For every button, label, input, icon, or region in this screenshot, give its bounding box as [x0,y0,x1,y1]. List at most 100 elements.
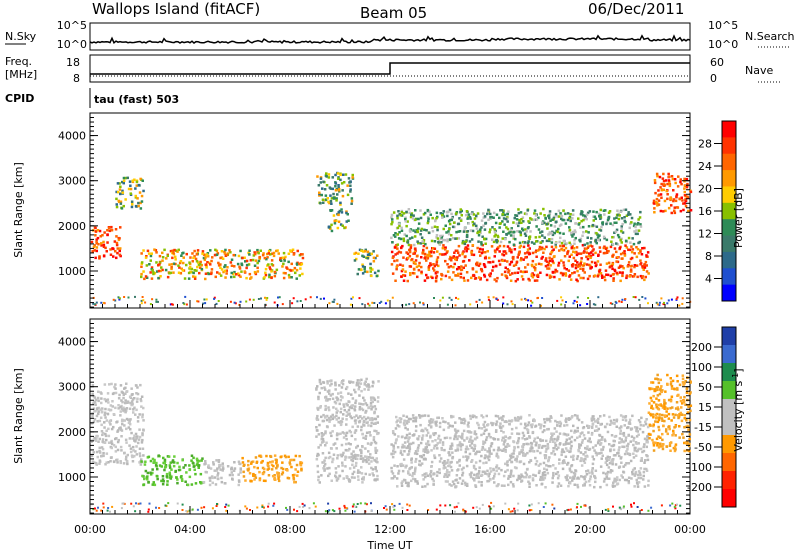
data-cell [571,246,574,249]
data-cell [453,438,456,441]
data-cell [680,406,683,409]
data-cell [656,175,659,178]
data-cell [600,272,603,275]
data-cell [407,241,410,244]
data-cell [475,277,478,280]
data-cell [325,415,328,418]
power-y-axis-label: Slant Range [km] [12,162,25,258]
data-cell [539,463,542,466]
data-cell [531,447,534,450]
data-cell [510,280,513,283]
data-cell [421,437,424,440]
data-cell [427,440,430,443]
data-cell [467,230,470,233]
data-cell [459,211,462,214]
data-cell [501,439,504,442]
data-cell [508,423,511,426]
data-cell [365,378,368,381]
data-cell [460,273,463,276]
data-cell [429,436,432,439]
data-cell [231,259,234,262]
noise-cell [638,299,640,301]
data-cell [416,453,419,456]
data-cell [376,275,379,278]
noise-cell [433,297,435,299]
data-cell [664,200,667,203]
data-cell [633,456,636,459]
noise-cell [633,296,635,298]
data-cell [437,256,440,259]
data-cell [490,470,493,473]
data-cell [249,277,252,280]
data-cell [418,269,421,272]
data-cell [296,474,299,477]
data-cell [392,430,395,433]
data-cell [462,467,465,470]
noise-cell [405,304,407,306]
noise-cell [587,297,589,299]
data-cell [687,428,690,431]
data-cell [497,449,500,452]
data-cell [98,257,101,260]
data-cell [400,463,403,466]
noise-cell [240,301,242,303]
data-cell [635,229,638,232]
data-cell [504,271,507,274]
data-cell [497,483,500,486]
data-cell [666,407,669,410]
data-cell [569,255,572,258]
data-cell [125,456,128,459]
data-cell [597,452,600,455]
data-cell [524,266,527,269]
data-cell [264,257,267,260]
data-cell [112,255,115,257]
data-cell [638,481,641,484]
data-cell [150,255,153,258]
data-cell [326,382,329,385]
data-cell [454,263,457,266]
data-cell [484,222,487,225]
data-cell [329,398,332,401]
data-cell [102,241,105,244]
data-cell [591,261,594,264]
data-cell [140,273,143,276]
data-cell [416,255,419,258]
data-cell [655,378,658,381]
data-cell [561,242,564,245]
data-cell [118,394,121,397]
data-cell [559,442,562,445]
noise-cell [621,301,623,303]
data-cell [427,209,430,212]
data-cell [143,278,146,281]
data-cell [529,253,532,256]
data-cell [162,483,165,486]
data-cell [418,262,421,265]
data-cell [575,264,578,267]
data-cell [616,476,619,479]
data-cell [349,381,352,384]
data-cell [401,453,404,456]
data-cell [648,402,651,405]
data-cell [315,426,318,429]
data-cell [565,441,568,444]
data-cell [565,418,568,421]
data-cell [97,391,100,394]
data-cell [584,244,587,247]
data-cell [354,409,357,412]
data-cell [620,230,623,233]
data-cell [525,235,528,238]
data-cell [597,442,600,445]
data-cell [287,261,290,264]
data-cell [237,263,240,266]
data-cell [142,419,145,422]
data-cell [403,238,406,241]
data-cell [117,441,120,444]
noise-cell [641,296,643,298]
data-cell [124,419,127,422]
data-cell [290,276,293,279]
data-cell [680,178,683,181]
data-cell [533,242,536,245]
data-cell [594,481,597,484]
data-cell [548,214,551,217]
data-cell [327,406,330,409]
